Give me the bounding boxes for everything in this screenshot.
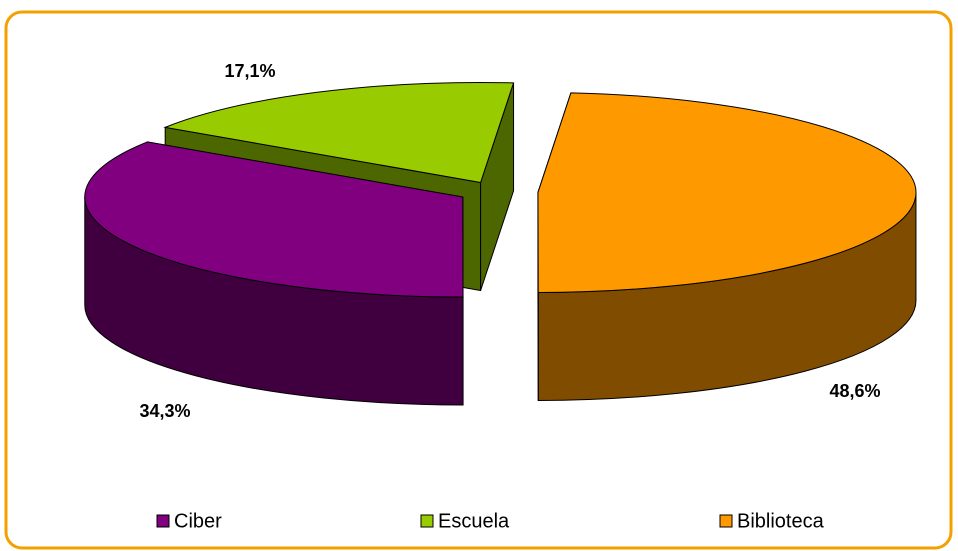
- data-label: 17,1%: [224, 61, 275, 81]
- legend-swatch: [156, 514, 170, 528]
- slice: [163, 81, 515, 184]
- slice: [537, 92, 917, 293]
- legend-label: Biblioteca: [737, 510, 825, 532]
- legend-swatch: [719, 514, 733, 528]
- legend-swatch: [420, 514, 434, 528]
- legend-label: Escuela: [438, 510, 510, 532]
- slice: [84, 141, 464, 298]
- data-label: 34,3%: [139, 401, 190, 421]
- legend-label: Ciber: [174, 510, 222, 532]
- data-label: 48,6%: [829, 381, 880, 401]
